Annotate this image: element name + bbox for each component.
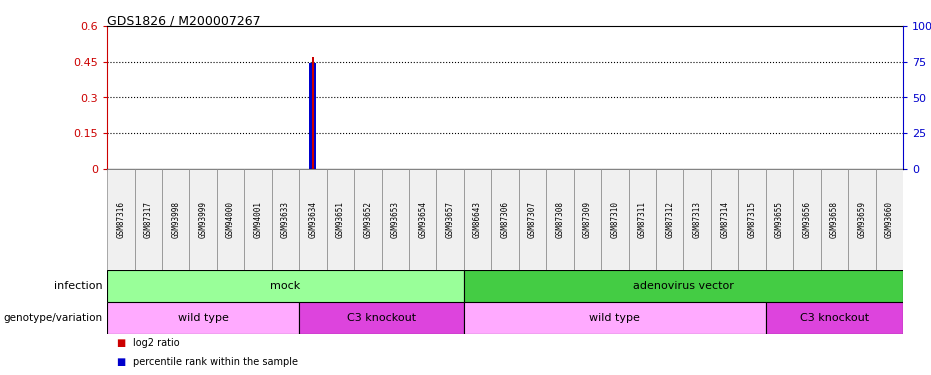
Text: mock: mock bbox=[270, 281, 301, 291]
Text: log2 ratio: log2 ratio bbox=[133, 338, 180, 348]
Text: GSM93651: GSM93651 bbox=[336, 201, 344, 238]
Bar bbox=[309, 63, 317, 169]
Text: GSM87316: GSM87316 bbox=[116, 201, 126, 238]
Text: GSM93653: GSM93653 bbox=[391, 201, 399, 238]
Bar bbox=[766, 302, 903, 334]
Text: GDS1826 / M200007267: GDS1826 / M200007267 bbox=[107, 15, 261, 28]
Bar bbox=[189, 169, 217, 270]
Bar bbox=[464, 270, 903, 302]
Text: genotype/variation: genotype/variation bbox=[4, 313, 102, 323]
Text: infection: infection bbox=[54, 281, 102, 291]
Text: GSM93999: GSM93999 bbox=[198, 201, 208, 238]
Text: ■: ■ bbox=[116, 357, 126, 367]
Text: GSM93657: GSM93657 bbox=[446, 201, 454, 238]
Text: GSM93652: GSM93652 bbox=[363, 201, 372, 238]
Bar bbox=[546, 169, 573, 270]
Bar bbox=[107, 169, 134, 270]
Text: C3 knockout: C3 knockout bbox=[347, 313, 416, 323]
Text: GSM87315: GSM87315 bbox=[748, 201, 757, 238]
Text: GSM87310: GSM87310 bbox=[611, 201, 619, 238]
Text: GSM93656: GSM93656 bbox=[803, 201, 812, 238]
Bar bbox=[766, 169, 793, 270]
Bar bbox=[601, 169, 628, 270]
Bar bbox=[382, 169, 409, 270]
Text: GSM87313: GSM87313 bbox=[693, 201, 702, 238]
Text: GSM87312: GSM87312 bbox=[666, 201, 674, 238]
Bar bbox=[848, 169, 876, 270]
Bar bbox=[821, 169, 848, 270]
Bar bbox=[312, 57, 314, 169]
Text: wild type: wild type bbox=[589, 313, 641, 323]
Text: GSM93659: GSM93659 bbox=[857, 201, 867, 238]
Text: GSM94001: GSM94001 bbox=[253, 201, 263, 238]
Bar bbox=[107, 270, 464, 302]
Bar bbox=[134, 169, 162, 270]
Text: GSM87307: GSM87307 bbox=[528, 201, 537, 238]
Bar bbox=[327, 169, 354, 270]
Text: GSM93998: GSM93998 bbox=[171, 201, 181, 238]
Bar bbox=[162, 169, 189, 270]
Text: GSM87317: GSM87317 bbox=[143, 201, 153, 238]
Text: GSM93633: GSM93633 bbox=[281, 201, 290, 238]
Bar bbox=[244, 169, 272, 270]
Bar bbox=[299, 169, 327, 270]
Text: GSM87306: GSM87306 bbox=[501, 201, 509, 238]
Bar bbox=[464, 169, 492, 270]
Text: GSM93660: GSM93660 bbox=[884, 201, 894, 238]
Text: GSM94000: GSM94000 bbox=[226, 201, 236, 238]
Text: GSM87311: GSM87311 bbox=[638, 201, 647, 238]
Bar bbox=[492, 169, 519, 270]
Text: GSM87309: GSM87309 bbox=[583, 201, 592, 238]
Bar bbox=[409, 169, 437, 270]
Text: GSM86643: GSM86643 bbox=[473, 201, 482, 238]
Bar bbox=[312, 57, 314, 169]
Bar bbox=[711, 169, 738, 270]
Bar bbox=[437, 169, 464, 270]
Bar bbox=[354, 169, 382, 270]
Text: GSM93634: GSM93634 bbox=[308, 201, 317, 238]
Bar bbox=[876, 169, 903, 270]
Bar bbox=[683, 169, 711, 270]
Bar bbox=[464, 302, 766, 334]
Bar bbox=[628, 169, 656, 270]
Bar bbox=[656, 169, 683, 270]
Text: GSM93654: GSM93654 bbox=[418, 201, 427, 238]
Text: GSM93655: GSM93655 bbox=[775, 201, 784, 238]
Text: C3 knockout: C3 knockout bbox=[800, 313, 869, 323]
Text: GSM87308: GSM87308 bbox=[556, 201, 564, 238]
Bar bbox=[519, 169, 546, 270]
Text: percentile rank within the sample: percentile rank within the sample bbox=[133, 357, 298, 367]
Bar bbox=[738, 169, 766, 270]
Bar bbox=[217, 169, 244, 270]
Bar bbox=[573, 169, 601, 270]
Text: GSM87314: GSM87314 bbox=[721, 201, 729, 238]
Bar bbox=[272, 169, 299, 270]
Text: ■: ■ bbox=[116, 338, 126, 348]
Bar bbox=[299, 302, 464, 334]
Text: GSM93658: GSM93658 bbox=[830, 201, 839, 238]
Bar bbox=[793, 169, 821, 270]
Bar bbox=[107, 302, 299, 334]
Text: wild type: wild type bbox=[178, 313, 229, 323]
Text: adenovirus vector: adenovirus vector bbox=[633, 281, 734, 291]
